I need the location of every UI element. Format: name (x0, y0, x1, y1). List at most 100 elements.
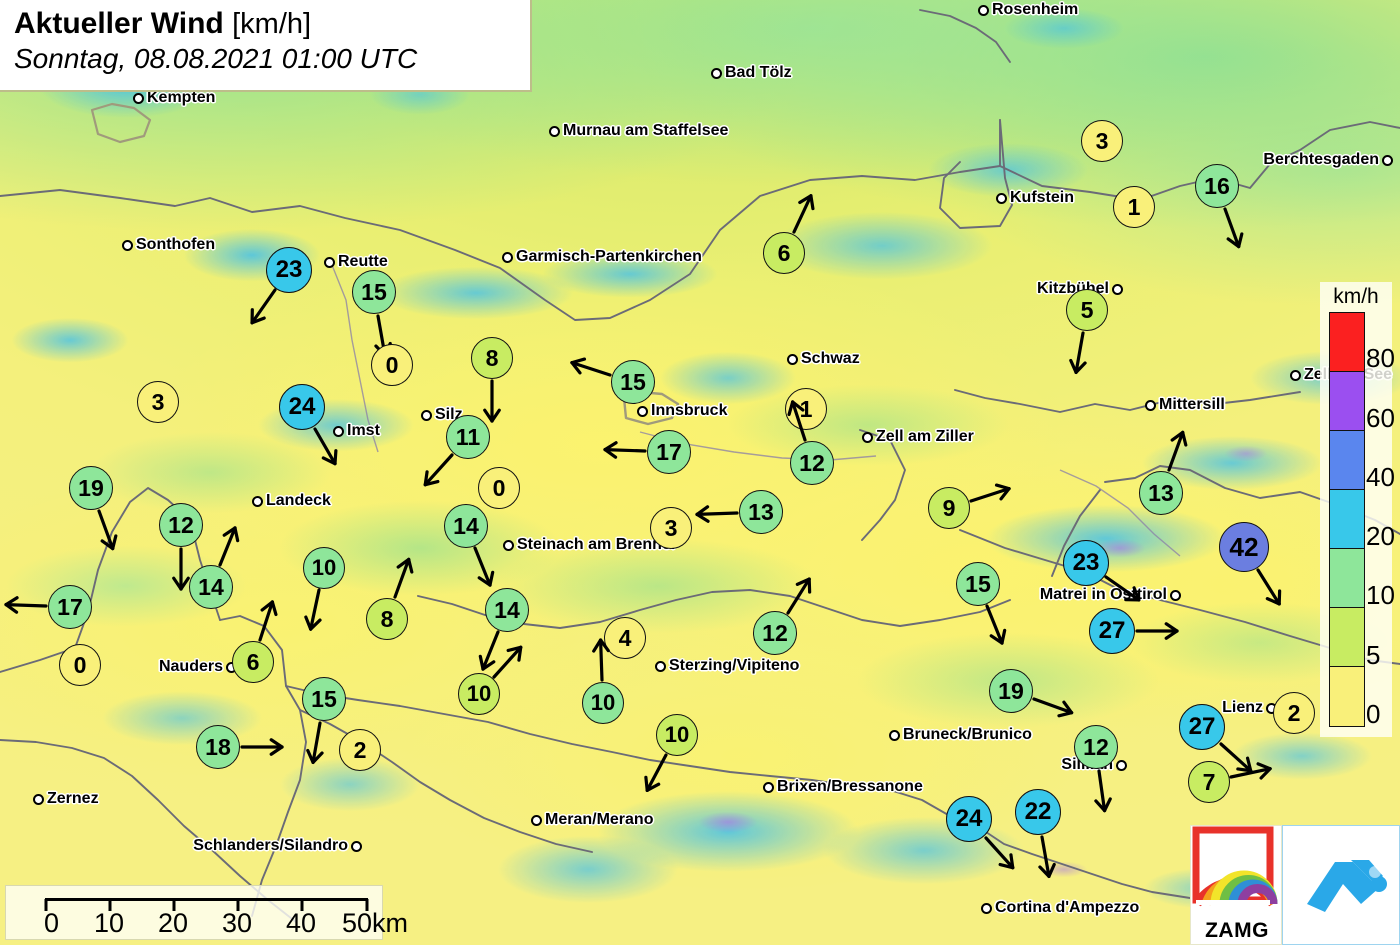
mountain-arrow-icon (1307, 860, 1387, 912)
city-marker-dot (549, 125, 560, 137)
page-title: Aktueller Wind [km/h] (14, 6, 530, 42)
wind-speed-badge[interactable]: 10 (458, 673, 500, 715)
wind-speed-badge[interactable]: 0 (59, 644, 101, 686)
wind-speed-badge[interactable]: 19 (69, 466, 113, 510)
city-label: Zernez (33, 790, 102, 808)
legend-colorbar (1329, 312, 1365, 727)
city-marker-dot (1145, 399, 1156, 411)
wind-speed-badge[interactable]: 8 (366, 598, 408, 640)
legend-band (1330, 313, 1364, 372)
wind-speed-badge[interactable]: 10 (582, 682, 624, 724)
wind-speed-badge[interactable]: 13 (739, 490, 783, 534)
city-label: Zell am Ziller (862, 428, 977, 446)
wind-speed-badge[interactable]: 27 (1179, 704, 1225, 750)
scalebar-label: 20 (158, 908, 189, 938)
logo-group: ZAMG (1190, 825, 1400, 945)
city-label: Sonthofen (122, 236, 218, 254)
wind-speed-badge[interactable]: 2 (339, 729, 381, 771)
legend-tick: 40 (1366, 461, 1395, 492)
wind-speed-badge[interactable]: 14 (444, 504, 488, 548)
city-name: Brixen/Bressanone (777, 778, 923, 795)
wind-speed-badge[interactable]: 2 (1273, 692, 1315, 734)
wind-speed-badge[interactable]: 42 (1219, 522, 1269, 572)
legend-band (1330, 548, 1364, 608)
zamg-logo: ZAMG (1190, 825, 1282, 945)
wind-speed-badge[interactable]: 1 (1113, 186, 1155, 228)
legend-tick: 0 (1366, 699, 1381, 729)
city-label: Imst (333, 422, 383, 440)
wind-speed-badge[interactable]: 27 (1089, 608, 1135, 654)
wind-speed-badge[interactable]: 3 (137, 381, 179, 423)
city-name: Bruneck/Brunico (903, 726, 1032, 743)
wind-speed-badge[interactable]: 0 (478, 467, 520, 509)
city-marker-dot (1112, 283, 1123, 295)
wind-speed-badge[interactable]: 19 (989, 669, 1033, 713)
city-label: Meran/Merano (531, 811, 656, 829)
city-label: Cortina d'Ampezzo (981, 899, 1142, 917)
city-marker-dot (502, 251, 513, 263)
wind-speed-badge[interactable]: 5 (1066, 289, 1108, 331)
wind-speed-badge[interactable]: 9 (928, 487, 970, 529)
scalebar-label: 0 (44, 908, 60, 938)
city-label: Brixen/Bressanone (763, 778, 926, 796)
scalebar-labels: 0 10 20 30 40 50km (6, 908, 408, 940)
city-label: Murnau am Staffelsee (549, 122, 731, 140)
wind-speed-badge[interactable]: 13 (1139, 471, 1183, 515)
city-marker-dot (1170, 589, 1181, 601)
title-timestamp: Sonntag, 08.08.2021 01:00 UTC (14, 43, 418, 74)
zamg-rainbow-icon (1192, 826, 1278, 907)
wind-speed-badge[interactable]: 12 (753, 611, 797, 655)
wind-speed-badge[interactable]: 10 (656, 714, 698, 756)
city-marker-dot (862, 431, 873, 443)
wind-speed-badge[interactable]: 3 (1081, 120, 1123, 162)
wind-speed-badge[interactable]: 24 (279, 384, 325, 430)
city-label: Kufstein (996, 189, 1077, 207)
wind-speed-badge[interactable]: 23 (266, 247, 312, 293)
wind-speed-badge[interactable]: 6 (232, 641, 274, 683)
wind-speed-badge[interactable]: 15 (611, 360, 655, 404)
city-name: Sterzing/Vipiteno (669, 657, 800, 674)
wind-speed-badge[interactable]: 14 (485, 588, 529, 632)
wind-speed-badge[interactable]: 8 (471, 337, 513, 379)
city-label: Kempten (133, 89, 218, 107)
legend-tick: 20 (1366, 521, 1395, 552)
legend-unit-label: km/h (1333, 285, 1379, 308)
wind-speed-badge[interactable]: 15 (352, 270, 396, 314)
wind-speed-badge[interactable]: 23 (1063, 540, 1109, 586)
city-name: Rosenheim (992, 1, 1079, 18)
wind-speed-badge[interactable]: 14 (189, 565, 233, 609)
wind-speed-badge[interactable]: 16 (1195, 164, 1239, 208)
wind-speed-badge[interactable]: 22 (1015, 789, 1061, 835)
wind-speed-badge[interactable]: 15 (956, 562, 1000, 606)
city-marker-dot (333, 425, 344, 437)
wind-speed-badge[interactable]: 12 (159, 503, 203, 547)
wind-speed-badge[interactable]: 18 (196, 725, 240, 769)
wind-speed-badge[interactable]: 12 (790, 441, 834, 485)
wind-speed-badge[interactable]: 7 (1188, 761, 1230, 803)
legend-tick: 80 (1366, 343, 1395, 374)
wind-speed-badge[interactable]: 15 (302, 677, 346, 721)
city-marker-dot (324, 256, 335, 268)
wind-speed-badge[interactable]: 4 (604, 617, 646, 659)
city-label: Bruneck/Brunico (889, 726, 1035, 744)
city-label: Landeck (252, 492, 334, 510)
wind-speed-badge[interactable]: 1 (785, 388, 827, 430)
wind-speed-badge[interactable]: 6 (763, 232, 805, 274)
city-name: Nauders (158, 658, 223, 675)
wind-speed-badge[interactable]: 0 (371, 344, 413, 386)
city-marker-dot (787, 353, 798, 365)
city-marker-dot (763, 781, 774, 793)
city-label: Schwaz (787, 350, 863, 368)
wind-speed-badge[interactable]: 17 (48, 585, 92, 629)
city-label: Lienz (1219, 699, 1277, 717)
wind-speed-badge[interactable]: 10 (303, 547, 345, 589)
city-name: Cortina d'Ampezzo (995, 899, 1140, 916)
city-name: Matrei in Osttirol (1039, 586, 1167, 603)
wind-speed-badge[interactable]: 17 (647, 430, 691, 474)
wind-speed-badge[interactable]: 11 (446, 415, 490, 459)
wind-speed-badge[interactable]: 24 (946, 796, 992, 842)
wind-speed-badge[interactable]: 12 (1074, 725, 1118, 769)
legend-band (1330, 607, 1364, 667)
wind-speed-badge[interactable]: 3 (650, 507, 692, 549)
wind-speed-legend: km/h 80 60 40 20 10 5 0 (1320, 282, 1395, 737)
